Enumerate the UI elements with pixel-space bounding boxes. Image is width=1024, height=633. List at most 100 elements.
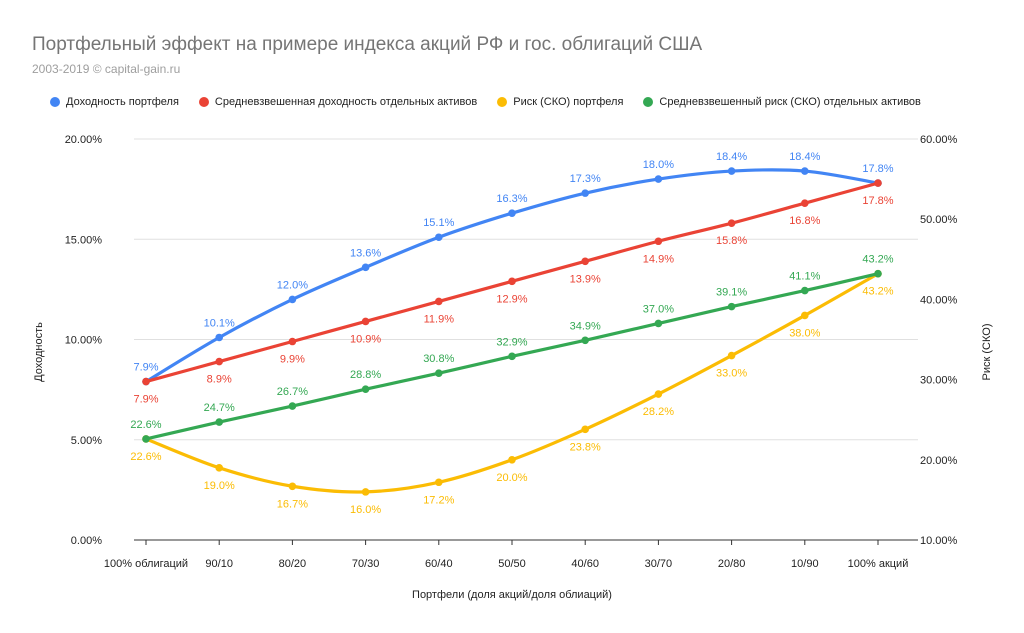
x-tick-label: 100% акций xyxy=(848,558,909,570)
series-1-point[interactable] xyxy=(142,377,150,386)
series-1-data-label: 15.8% xyxy=(716,235,747,247)
series-1-point[interactable] xyxy=(654,237,663,246)
chart-subtitle: 2003-2019 © capital-gain.ru xyxy=(32,62,181,76)
series-1-point[interactable] xyxy=(361,317,370,326)
chart-title: Портфельный эффект на примере индекса ак… xyxy=(32,34,703,55)
legend-marker-portfolio-return xyxy=(50,97,60,107)
series-0-point[interactable] xyxy=(435,233,443,242)
series-0-data-label: 17.3% xyxy=(570,173,601,185)
x-tick-label: 10/90 xyxy=(791,558,819,570)
series-0-point[interactable] xyxy=(215,333,223,342)
axes: 0.00% 5.00% 10.00% 15.00% 20.00% 10.00% 20.00%… xyxy=(65,134,958,570)
series-1-point[interactable] xyxy=(435,297,443,306)
series-3-point[interactable] xyxy=(508,352,516,361)
y-tick-right-label: 20.00% xyxy=(920,455,958,467)
chart-legend: Доходность портфеля Средневзвешенная дох… xyxy=(50,96,921,108)
series-0-point[interactable] xyxy=(654,175,663,183)
series-3-point[interactable] xyxy=(215,418,223,426)
series-1-data-label: 12.9% xyxy=(496,293,527,305)
legend-item-weighted-return[interactable]: Средневзвешенная доходность отдельных ак… xyxy=(198,96,478,108)
series-1-data-label: 17.8% xyxy=(862,195,893,207)
x-tick-label: 40/60 xyxy=(571,558,599,570)
series-1-point[interactable] xyxy=(727,219,736,228)
series-0-data-label: 17.8% xyxy=(862,163,893,175)
series-3-point[interactable] xyxy=(801,286,809,295)
series-2-data-label: 20.0% xyxy=(496,472,527,484)
series-1-data-label: 7.9% xyxy=(133,394,158,406)
x-tick-label: 70/30 xyxy=(352,558,380,570)
series-1-point[interactable] xyxy=(581,257,589,266)
series-3-point[interactable] xyxy=(727,302,736,311)
series-1-data-label: 14.9% xyxy=(643,253,674,265)
series-0-point[interactable] xyxy=(361,263,370,272)
y-tick-right-label: 50.00% xyxy=(920,214,958,226)
series-2-point[interactable] xyxy=(288,482,297,491)
series-1-point[interactable] xyxy=(508,277,516,286)
series-3-point[interactable] xyxy=(581,336,589,345)
series-3-data-label: 41.1% xyxy=(789,271,820,283)
series-3-data-label: 37.0% xyxy=(643,303,674,315)
y-tick-right-label: 40.00% xyxy=(920,294,958,306)
series-3-data-label: 24.7% xyxy=(204,402,235,414)
series-0-data-label: 15.1% xyxy=(423,217,454,229)
series-3-point[interactable] xyxy=(874,269,882,278)
legend-label-weighted-risk: Средневзвешенный риск (СКО) отдельных ак… xyxy=(659,96,921,108)
series-3-data-label: 43.2% xyxy=(862,254,893,266)
series-2-data-label: 17.2% xyxy=(423,494,454,506)
series-2-data-label: 16.0% xyxy=(350,504,381,516)
series-0-point[interactable] xyxy=(508,209,516,217)
series-2-point[interactable] xyxy=(215,464,223,472)
series-2-data-label: 19.0% xyxy=(204,480,235,492)
series-1-point[interactable] xyxy=(801,199,809,207)
series-1-point[interactable] xyxy=(288,337,297,346)
series-3-data-label: 34.9% xyxy=(570,320,601,332)
series-2-point[interactable] xyxy=(435,478,443,487)
series-0-point[interactable] xyxy=(581,189,589,197)
series-line-2 xyxy=(144,272,880,494)
series-0-point[interactable] xyxy=(801,167,809,175)
legend-item-weighted-risk[interactable]: Средневзвешенный риск (СКО) отдельных ак… xyxy=(643,96,921,108)
series-0-data-label: 13.6% xyxy=(350,247,381,259)
x-tick-label: 60/40 xyxy=(425,558,453,570)
legend-item-portfolio-risk[interactable]: Риск (СКО) портфеля xyxy=(497,96,623,108)
series-2-data-label: 22.6% xyxy=(130,451,161,463)
series-0-point[interactable] xyxy=(288,295,297,304)
series-1-data-label: 8.9% xyxy=(207,374,232,386)
series-2-point[interactable] xyxy=(654,390,663,398)
series xyxy=(142,167,882,496)
series-1-point[interactable] xyxy=(215,357,223,366)
legend-label-weighted-return: Средневзвешенная доходность отдельных ак… xyxy=(214,96,478,108)
series-2-point[interactable] xyxy=(361,488,370,496)
series-3-point[interactable] xyxy=(435,369,443,377)
series-3-point[interactable] xyxy=(288,402,297,410)
series-1-data-label: 13.9% xyxy=(570,273,601,285)
x-tick-label: 80/20 xyxy=(279,558,307,570)
series-0-point[interactable] xyxy=(727,167,736,175)
series-2-point[interactable] xyxy=(581,425,589,434)
legend-marker-portfolio-risk xyxy=(497,97,508,107)
series-0-data-label: 7.9% xyxy=(133,362,158,374)
series-3-point[interactable] xyxy=(654,319,663,328)
series-2-point[interactable] xyxy=(727,351,736,360)
x-tick-label: 30/70 xyxy=(645,558,673,570)
x-tick-label: 90/10 xyxy=(205,558,233,570)
legend-marker-weighted-risk xyxy=(643,97,654,107)
y-tick-left-label: 0.00% xyxy=(71,535,102,547)
y-axis-title-left: Доходность xyxy=(33,322,45,382)
series-2-data-label: 33.0% xyxy=(716,368,747,380)
x-axis-title: Портфели (доля акций/доля облиаций) xyxy=(412,589,612,601)
y-tick-left-label: 20.00% xyxy=(65,134,103,146)
series-1-point[interactable] xyxy=(874,179,882,187)
y-axis-title-right: Риск (СКО) xyxy=(981,324,993,381)
series-3-point[interactable] xyxy=(361,385,370,394)
series-2-point[interactable] xyxy=(508,456,516,464)
series-2-data-label: 28.2% xyxy=(643,406,674,418)
legend-marker-weighted-return xyxy=(198,97,209,107)
legend-item-portfolio-return[interactable]: Доходность портфеля xyxy=(50,96,179,108)
legend-label-portfolio-return: Доходность портфеля xyxy=(66,96,179,108)
series-2-point[interactable] xyxy=(801,311,809,320)
y-tick-right-label: 60.00% xyxy=(920,134,958,146)
series-3-point[interactable] xyxy=(142,435,150,443)
